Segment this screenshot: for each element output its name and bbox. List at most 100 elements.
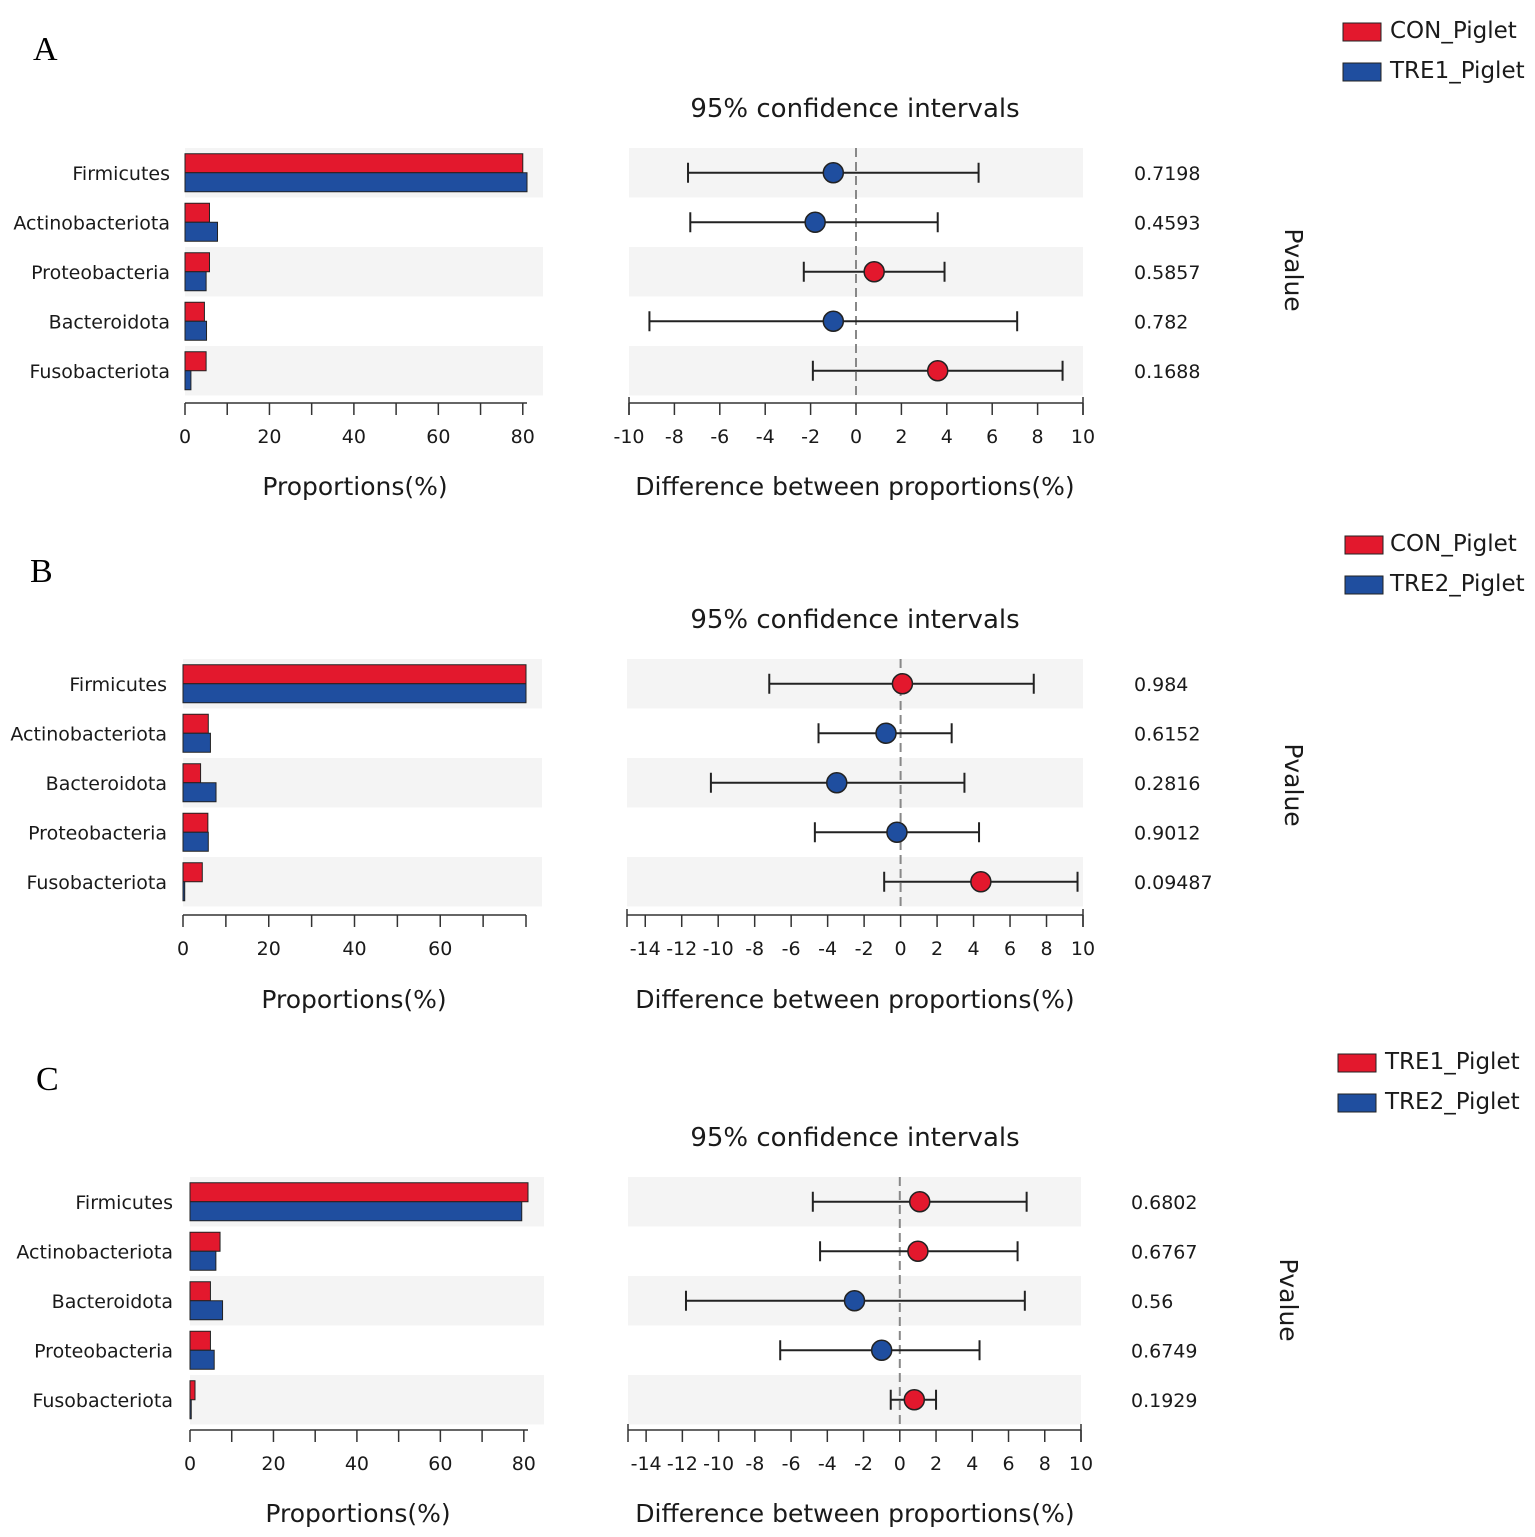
- category-label: Firmicutes: [69, 674, 167, 696]
- bar-group1: [189, 1281, 211, 1302]
- difference-tick-label: -6: [710, 426, 729, 448]
- difference-tick-label: 0: [850, 426, 862, 448]
- p-value: 0.09487: [1134, 872, 1213, 894]
- pvalue-axis-label: Pvalue: [1274, 1258, 1303, 1341]
- p-value: 0.782: [1134, 311, 1188, 333]
- difference-point: [863, 261, 885, 283]
- proportions-tick-label: 60: [428, 1453, 452, 1475]
- bar-group2: [189, 1399, 192, 1420]
- panel-c-plot: Firmicutes 0.6802 Actinobacteriota 0.6767 Ba…: [16, 1177, 1197, 1475]
- bar-group2: [189, 1250, 217, 1271]
- difference-tick-label: -14: [631, 1453, 662, 1475]
- difference-point: [908, 1191, 931, 1213]
- legend-label-group2: TRE1_Piglet: [1389, 58, 1525, 84]
- bar-group1: [184, 202, 210, 223]
- category-label: Firmicutes: [75, 1192, 173, 1214]
- p-value: 0.1929: [1131, 1390, 1197, 1412]
- difference-tick-label: 2: [931, 938, 943, 960]
- bar-group2: [182, 732, 211, 753]
- difference-tick-label: 2: [895, 426, 907, 448]
- p-value: 0.5857: [1134, 262, 1200, 284]
- difference-point: [843, 1290, 866, 1312]
- category-label: Fusobacteriota: [32, 1390, 173, 1412]
- proportions-tick-label: 20: [257, 938, 281, 960]
- legend-swatch-group2: [1344, 575, 1384, 595]
- p-value: 0.6152: [1134, 723, 1200, 745]
- category-label: Actinobacteriota: [16, 1241, 173, 1263]
- row-band: [183, 857, 542, 907]
- bar-group1: [182, 664, 527, 685]
- bar-group1: [182, 862, 203, 883]
- difference-tick-label: -4: [818, 1453, 837, 1475]
- difference-tick-label: -10: [703, 1453, 734, 1475]
- bar-group2: [184, 370, 192, 391]
- difference-tick-label: -6: [782, 938, 801, 960]
- difference-tick-label: -8: [745, 938, 764, 960]
- difference-tick-label: -10: [703, 938, 734, 960]
- bar-group1: [189, 1231, 221, 1252]
- bar-group1: [189, 1182, 529, 1203]
- category-label: Bacteroidota: [52, 1291, 173, 1313]
- difference-tick-label: 0: [895, 938, 907, 960]
- difference-tick-label: 4: [966, 1453, 978, 1475]
- proportions-tick-label: 0: [184, 1453, 196, 1475]
- proportions-tick-label: 60: [426, 426, 450, 448]
- bar-group1: [184, 301, 205, 322]
- proportions-tick-label: 40: [342, 938, 366, 960]
- proportions-tick-label: 80: [512, 1453, 536, 1475]
- legend-swatch-group2: [1342, 62, 1382, 82]
- chart-title: 95% confidence intervals: [690, 1123, 1019, 1153]
- difference-point: [886, 821, 908, 843]
- row-band: [185, 247, 543, 297]
- difference-tick-label: -2: [855, 938, 874, 960]
- bar-group2: [189, 1349, 215, 1370]
- panel-a-plot: Firmicutes 0.7198 Actinobacteriota 0.4593 Pr…: [13, 148, 1200, 448]
- difference-tick-label: 6: [1004, 938, 1016, 960]
- difference-tick-label: 0: [894, 1453, 906, 1475]
- difference-point: [875, 722, 897, 744]
- difference-point: [970, 871, 992, 893]
- category-label: Bacteroidota: [49, 311, 170, 333]
- difference-tick-label: -8: [745, 1453, 764, 1475]
- difference-tick-label: -4: [756, 426, 775, 448]
- proportions-tick-label: 0: [177, 938, 189, 960]
- bar-group2: [189, 1300, 224, 1321]
- legend-swatch-group2: [1337, 1093, 1377, 1113]
- panel-b: B CON_Piglet TRE2_Piglet 95% confidence …: [10, 531, 1524, 1014]
- bar-group2: [189, 1201, 523, 1222]
- row-band: [628, 1375, 1081, 1425]
- proportions-axis-label: Proportions(%): [262, 472, 447, 501]
- proportions-tick-label: 20: [257, 426, 281, 448]
- difference-tick-label: 10: [1071, 938, 1095, 960]
- difference-tick-label: -14: [630, 938, 661, 960]
- panel-letter: A: [33, 31, 58, 68]
- difference-point: [926, 360, 949, 382]
- difference-tick-label: 10: [1069, 1453, 1093, 1475]
- difference-tick-label: -12: [666, 938, 697, 960]
- panel-letter: C: [36, 1061, 59, 1098]
- category-label: Bacteroidota: [46, 773, 167, 795]
- legend-swatch-group1: [1344, 535, 1384, 555]
- row-band: [185, 346, 543, 396]
- difference-tick-label: -12: [667, 1453, 698, 1475]
- difference-point: [822, 162, 845, 184]
- difference-tick-label: 6: [1002, 1453, 1014, 1475]
- bar-group2: [182, 881, 186, 902]
- difference-point: [826, 772, 848, 794]
- panel-a: A CON_Piglet TRE1_Piglet 95% confidence …: [13, 18, 1524, 501]
- category-label: Proteobacteria: [28, 822, 167, 844]
- chart-title: 95% confidence intervals: [690, 605, 1019, 635]
- panel-b-plot: Firmicutes 0.984 Actinobacteriota 0.6152 Bac…: [10, 659, 1213, 960]
- bar-group1: [189, 1380, 196, 1401]
- category-label: Actinobacteriota: [10, 723, 167, 745]
- legend-label-group2: TRE2_Piglet: [1389, 571, 1525, 597]
- legend-label-group2: TRE2_Piglet: [1384, 1089, 1520, 1115]
- p-value: 0.56: [1131, 1291, 1173, 1313]
- p-value: 0.9012: [1134, 822, 1200, 844]
- difference-tick-label: -4: [818, 938, 837, 960]
- bar-group1: [184, 153, 524, 174]
- difference-tick-label: 10: [1071, 426, 1095, 448]
- difference-tick-label: -10: [613, 426, 644, 448]
- p-value: 0.2816: [1134, 773, 1200, 795]
- legend-swatch-group1: [1342, 22, 1382, 42]
